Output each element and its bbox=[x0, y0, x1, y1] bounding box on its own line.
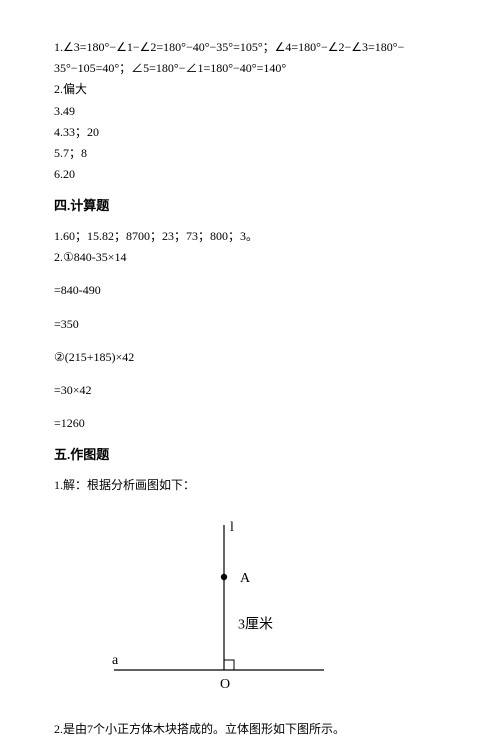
answer-5: 5.7；8 bbox=[54, 144, 446, 163]
answer-2: 2.偏大 bbox=[54, 80, 446, 99]
draw-1: 1.解：根据分析画图如下： bbox=[54, 476, 446, 495]
answer-4: 4.33；20 bbox=[54, 123, 446, 142]
svg-text:O: O bbox=[220, 677, 230, 692]
answer-6: 6.20 bbox=[54, 165, 446, 184]
section-4-title: 四.计算题 bbox=[54, 196, 446, 217]
perpendicular-diagram: l A 3厘米 a O bbox=[104, 515, 344, 700]
svg-text:3厘米: 3厘米 bbox=[238, 617, 273, 633]
calc-1: 1.60；15.82；8700；23；73；800；3。 bbox=[54, 227, 446, 246]
section-5-title: 五.作图题 bbox=[54, 445, 446, 466]
calc-2: 2.①840-35×14 bbox=[54, 248, 446, 267]
draw-2: 2.是由7个小正方体木块搭成的。立体图形如下图所示。 bbox=[54, 720, 446, 739]
calc-2-step1: =840-490 bbox=[54, 281, 446, 300]
calc-3-step1: =30×42 bbox=[54, 381, 446, 400]
answer-3: 3.49 bbox=[54, 102, 446, 121]
svg-text:a: a bbox=[112, 653, 119, 668]
answer-1-line2: 35°−105=40°；∠5=180°−∠1=180°−40°=140° bbox=[54, 59, 446, 78]
calc-3: ②(215+185)×42 bbox=[54, 348, 446, 367]
diagram-container: l A 3厘米 a O bbox=[54, 515, 446, 700]
calc-3-step2: =1260 bbox=[54, 414, 446, 433]
answer-1-line1: 1.∠3=180°−∠1−∠2=180°−40°−35°=105°；∠4=180… bbox=[54, 38, 446, 57]
svg-text:A: A bbox=[240, 571, 251, 586]
svg-text:l: l bbox=[230, 520, 234, 535]
calc-2-step2: =350 bbox=[54, 315, 446, 334]
